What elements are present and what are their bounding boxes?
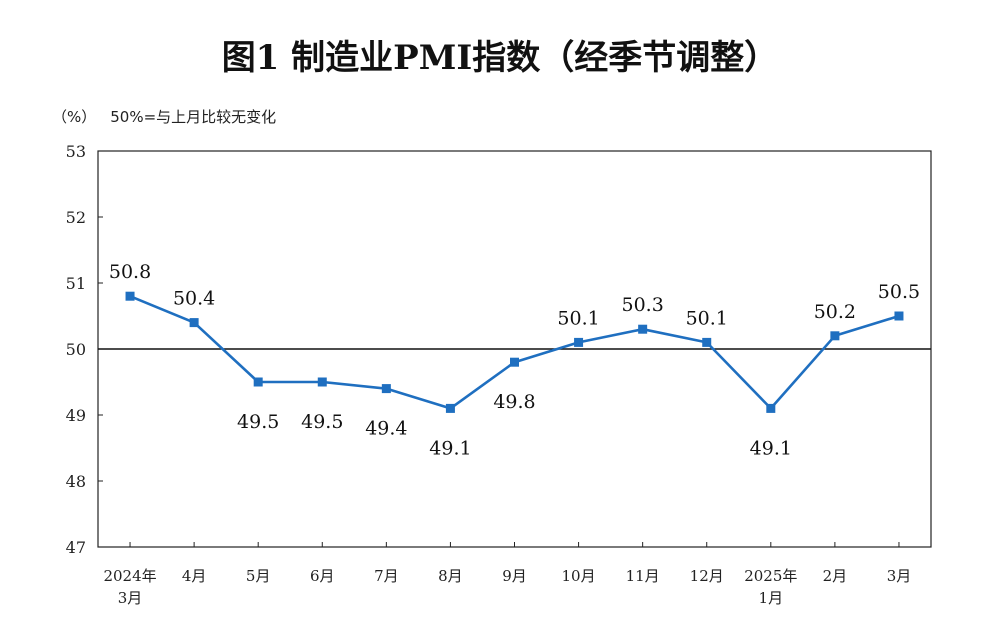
data-point bbox=[894, 311, 904, 321]
data-label: 49.5 bbox=[237, 411, 279, 433]
data-point bbox=[125, 291, 135, 301]
x-tick-label: 4月 bbox=[182, 567, 207, 585]
data-point bbox=[381, 384, 391, 394]
x-tick-label: 2024年 bbox=[103, 567, 156, 585]
y-tick-label: 53 bbox=[66, 142, 86, 161]
unit-label: （%） bbox=[52, 108, 97, 126]
data-label: 49.5 bbox=[301, 411, 343, 433]
data-point bbox=[253, 377, 263, 387]
data-point bbox=[317, 377, 327, 387]
x-tick-label: 5月 bbox=[246, 567, 271, 585]
x-tick-label: 12月 bbox=[690, 567, 724, 585]
data-label: 50.1 bbox=[557, 307, 599, 329]
y-tick-label: 49 bbox=[66, 406, 86, 425]
data-point bbox=[574, 337, 584, 347]
data-label: 50.3 bbox=[621, 294, 663, 316]
x-tick-label: 3月 bbox=[887, 567, 912, 585]
data-label: 50.1 bbox=[686, 307, 728, 329]
data-point bbox=[766, 403, 776, 413]
reference-note: 50%=与上月比较无变化 bbox=[110, 108, 277, 126]
data-point bbox=[830, 331, 840, 341]
data-label: 50.2 bbox=[814, 301, 856, 323]
x-tick-label: 10月 bbox=[562, 567, 596, 585]
y-tick-label: 51 bbox=[66, 274, 86, 293]
x-tick-label: 9月 bbox=[502, 567, 527, 585]
chart-title: 图1 制造业PMI指数（经季节调整） bbox=[221, 38, 779, 78]
data-point bbox=[445, 403, 455, 413]
y-tick-label: 47 bbox=[66, 538, 86, 557]
y-tick-label: 48 bbox=[66, 472, 86, 491]
data-label: 49.1 bbox=[750, 437, 792, 459]
x-tick-label: 6月 bbox=[310, 567, 335, 585]
y-tick-label: 50 bbox=[66, 340, 86, 359]
data-label: 50.8 bbox=[109, 261, 151, 283]
data-label: 50.4 bbox=[173, 288, 215, 310]
data-point bbox=[702, 337, 712, 347]
data-label: 49.1 bbox=[429, 437, 471, 459]
legend-note: （%） 50%=与上月比较无变化 bbox=[52, 106, 290, 127]
data-label: 50.5 bbox=[878, 281, 920, 303]
x-tick-label: 8月 bbox=[438, 567, 463, 585]
x-tick-label: 2月 bbox=[823, 567, 848, 585]
data-point bbox=[638, 324, 648, 334]
data-point bbox=[510, 357, 519, 367]
y-tick-label: 52 bbox=[66, 208, 86, 227]
data-label: 49.8 bbox=[493, 391, 535, 413]
x-tick-label: 7月 bbox=[374, 567, 399, 585]
x-tick-label: 1月 bbox=[759, 589, 784, 607]
data-point bbox=[189, 318, 199, 328]
data-label: 49.4 bbox=[365, 418, 407, 440]
x-tick-label: 11月 bbox=[626, 567, 660, 585]
x-tick-label: 2025年 bbox=[744, 567, 797, 585]
x-tick-label: 3月 bbox=[118, 589, 143, 607]
